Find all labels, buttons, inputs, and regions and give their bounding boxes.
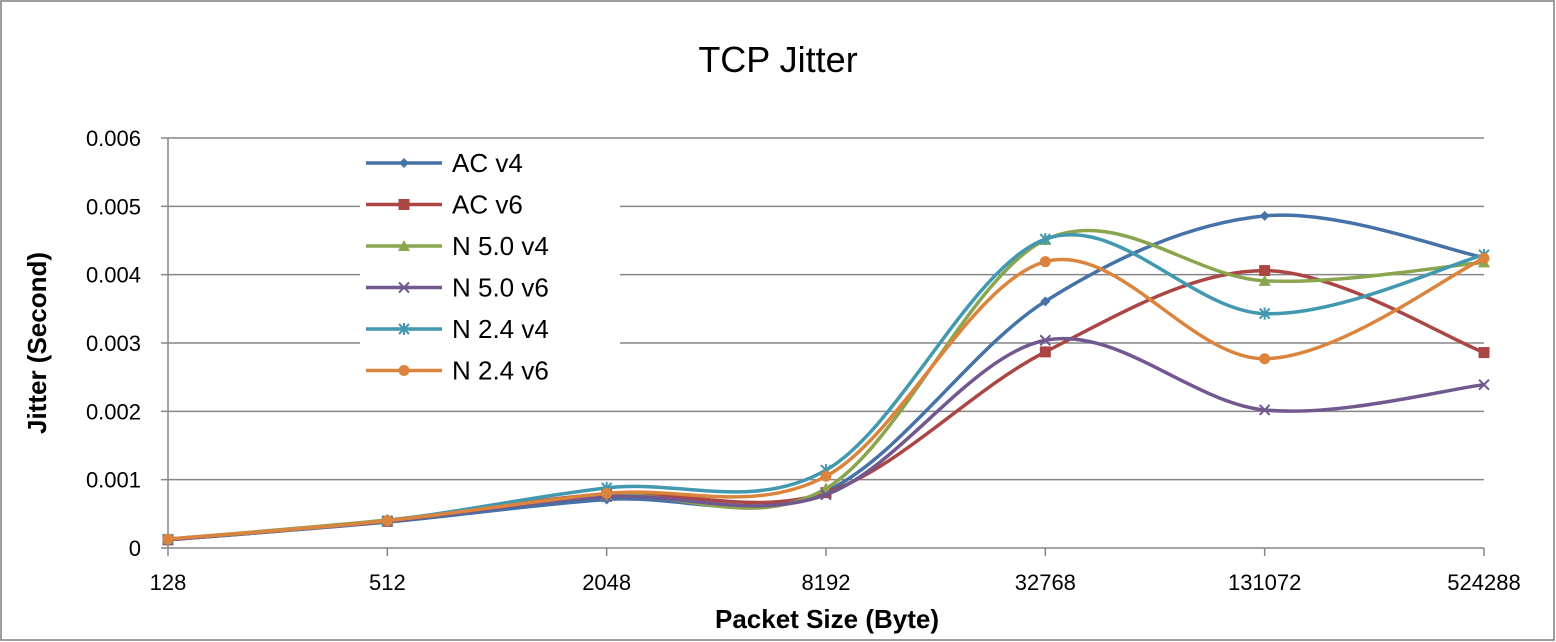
y-axis-label: Jitter (Second) <box>22 252 52 434</box>
legend-item: AC v6 <box>366 190 523 220</box>
data-point <box>398 281 410 294</box>
data-point <box>820 470 832 482</box>
series-group <box>162 210 1490 546</box>
data-point <box>162 533 174 545</box>
x-tick-label: 8192 <box>802 570 851 595</box>
data-point <box>1040 296 1051 307</box>
data-point <box>1039 334 1052 346</box>
data-point <box>601 487 613 499</box>
y-tick-label: 0.006 <box>86 126 141 151</box>
y-tick-label: 0.002 <box>86 399 141 424</box>
x-tick-label: 128 <box>150 570 187 595</box>
data-point <box>1478 347 1490 359</box>
legend-item: N 5.0 v4 <box>366 231 549 261</box>
y-tick-label: 0.001 <box>86 468 141 493</box>
y-tick-labels: 0 0.001 0.002 0.003 0.004 0.005 0.006 <box>86 126 141 561</box>
data-point <box>1258 274 1271 286</box>
data-point <box>1039 346 1051 358</box>
x-tick-label: 524288 <box>1447 570 1520 595</box>
legend-item: N 5.0 v6 <box>366 273 549 303</box>
x-axis-label: Packet Size (Byte) <box>715 604 939 634</box>
data-point <box>1258 404 1271 416</box>
x-tick-label: 131072 <box>1228 570 1301 595</box>
series-n-2-4-v6 <box>162 252 1490 545</box>
y-tick-label: 0.005 <box>86 194 141 219</box>
data-point <box>820 488 832 501</box>
legend: AC v4 AC v6 N 5.0 v4 N 5.0 v6 N 2.4 v4 N 2.4 … <box>360 145 620 393</box>
legend-item: N 2.4 v6 <box>366 356 549 386</box>
y-tick-label: 0.003 <box>86 331 141 356</box>
data-point <box>1478 378 1490 391</box>
legend-background <box>360 145 620 393</box>
legend-label: AC v6 <box>452 190 523 220</box>
legend-label: N 5.0 v6 <box>452 273 549 303</box>
data-point <box>1259 353 1271 365</box>
data-point <box>1259 210 1270 221</box>
legend-label: AC v4 <box>452 148 523 178</box>
axes <box>161 137 1485 556</box>
data-point <box>381 515 393 527</box>
data-point <box>398 240 410 251</box>
x-tick-label: 512 <box>369 570 406 595</box>
x-tick-label: 2048 <box>582 570 631 595</box>
chart-title: TCP Jitter <box>698 39 857 80</box>
y-tick-label: 0 <box>129 536 141 561</box>
legend-item: AC v4 <box>366 148 523 178</box>
data-point <box>398 365 410 376</box>
x-tick-label: 32768 <box>1015 570 1076 595</box>
data-point <box>1039 233 1052 246</box>
data-point <box>1258 307 1271 320</box>
data-point <box>1039 256 1051 268</box>
data-point <box>1259 265 1271 277</box>
data-point <box>398 199 410 210</box>
y-tick-label: 0.004 <box>86 263 141 288</box>
legend-label: N 2.4 v6 <box>452 356 549 386</box>
data-point <box>399 158 409 168</box>
data-point <box>398 323 410 335</box>
x-tick-labels: 128 512 2048 8192 32768 131072 524288 <box>150 570 1521 595</box>
legend-label: N 5.0 v4 <box>452 231 549 261</box>
legend-label: N 2.4 v4 <box>452 314 549 344</box>
data-point <box>1478 252 1490 264</box>
legend-item: N 2.4 v4 <box>366 314 549 344</box>
